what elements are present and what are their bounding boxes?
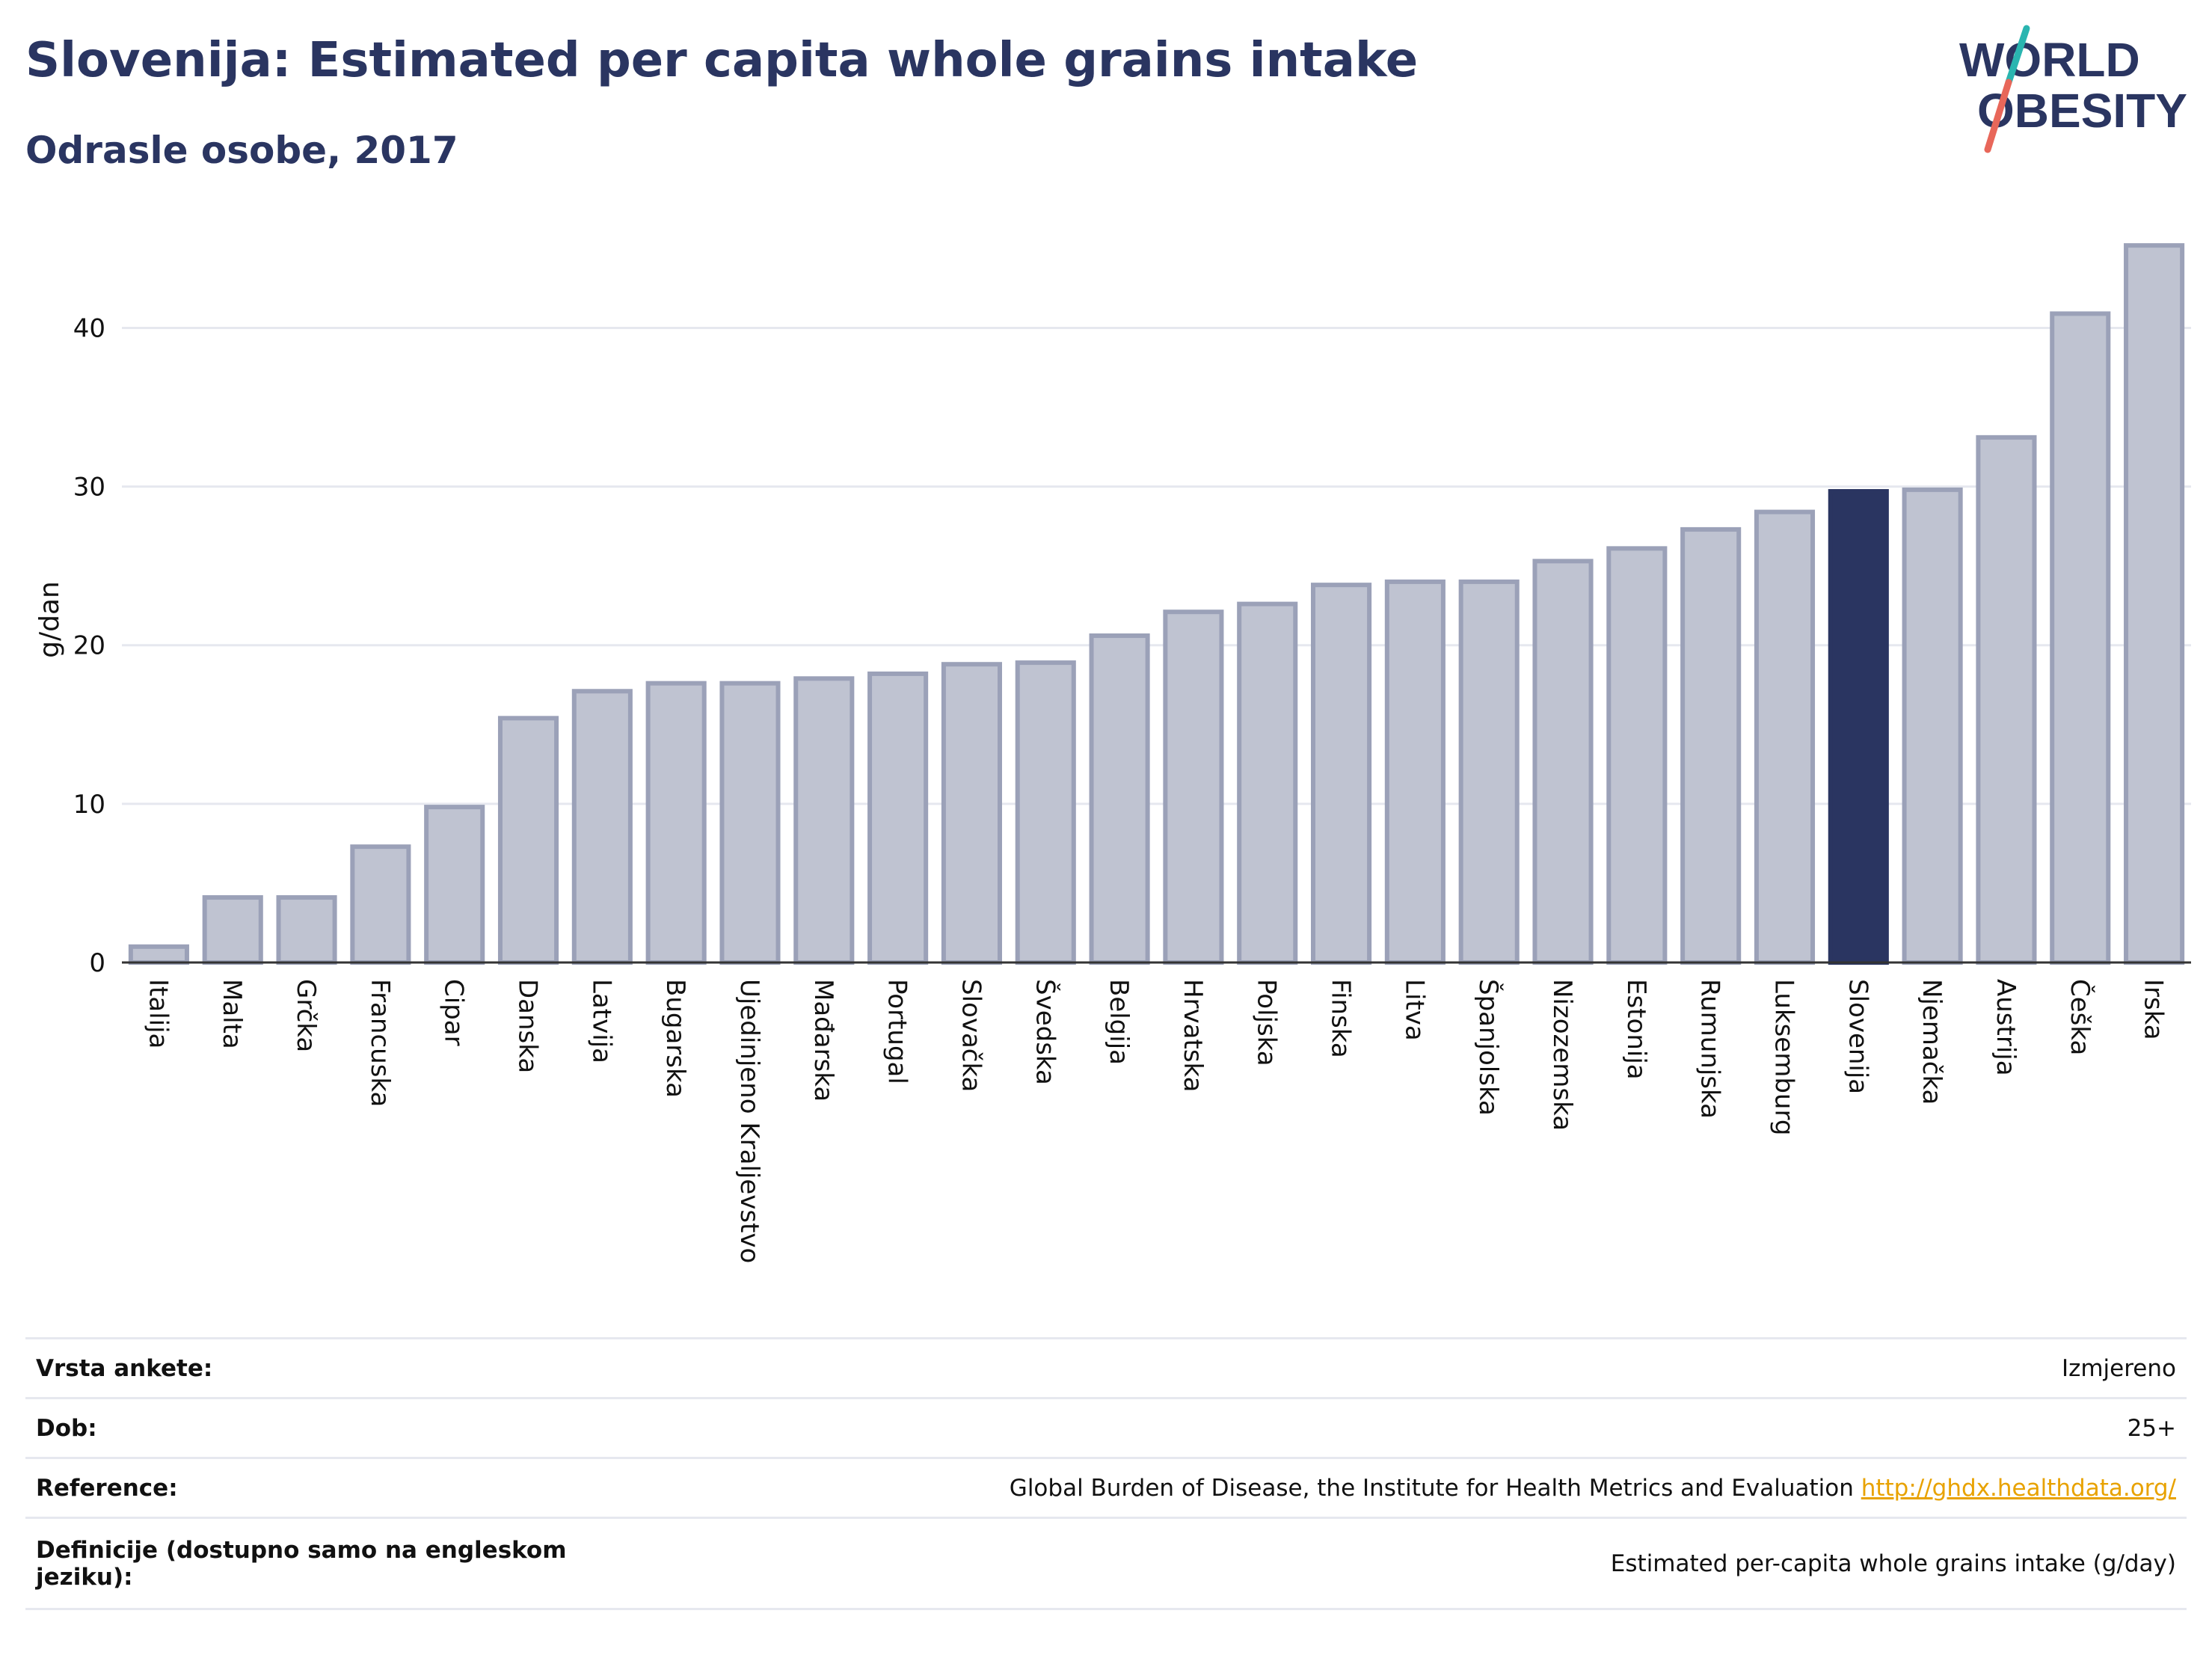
bar-rumunjska	[1680, 526, 1742, 965]
bar-chart: 0 10 20 30 40 Italija Malta Grčka Francuska Cipa…	[34, 243, 2191, 1263]
bar-ujedinjeno-kraljevstvo	[719, 681, 781, 965]
x-tick-label: Francuska	[365, 979, 395, 1107]
bar-slovenija	[1828, 488, 1889, 965]
x-tick-label: Hrvatska	[1178, 979, 1208, 1092]
bar-malta	[202, 895, 263, 965]
bar-hrvatska	[1163, 610, 1224, 965]
bar-mađarska	[793, 676, 855, 965]
bar-italija	[128, 944, 189, 965]
bar-austrija	[1976, 435, 2037, 965]
bar-češka	[2050, 311, 2111, 965]
world-obesity-logo: WORLD OBESITY	[1959, 25, 2187, 153]
bar-danska	[497, 716, 559, 965]
y-axis-ticks: 0 10 20 30 40	[73, 313, 105, 978]
info-value: Izmjereno	[585, 1339, 2187, 1398]
x-tick-label: Rumunjska	[1695, 979, 1725, 1119]
x-tick-label: Španjolska	[1473, 979, 1504, 1116]
x-tick-label: Ujedinjeno Kraljevstvo	[734, 979, 764, 1263]
y-axis-title: g/dan	[34, 581, 65, 658]
x-tick-label: Irska	[2139, 979, 2169, 1040]
x-tick-label: Austrija	[1991, 979, 2021, 1076]
bar-grčka	[276, 895, 337, 965]
y-tick-label: 40	[73, 313, 105, 343]
bar-njemačka	[1902, 487, 1963, 965]
bar-cipar	[424, 805, 485, 965]
bar-nizozemska	[1532, 559, 1594, 965]
bar-švedska	[1015, 660, 1076, 965]
x-tick-label: Luksemburg	[1769, 979, 1798, 1135]
x-tick-label: Slovenija	[1843, 979, 1872, 1094]
info-key: Dob:	[36, 1414, 97, 1442]
bar-belgija	[1089, 633, 1150, 965]
y-tick-label: 30	[73, 473, 105, 503]
info-row: Dob: 25+	[25, 1398, 2187, 1458]
x-tick-label: Slovačka	[956, 979, 986, 1092]
info-value-text: Estimated per-capita whole grains intake…	[1610, 1550, 2176, 1577]
x-tick-label: Mađarska	[808, 979, 838, 1102]
x-tick-label: Belgija	[1104, 979, 1134, 1065]
x-tick-label: Finska	[1326, 979, 1356, 1058]
x-tick-label: Portugal	[882, 979, 912, 1084]
x-tick-label: Litva	[1399, 979, 1429, 1041]
bar-poljska	[1237, 601, 1298, 965]
info-row: Definicije (dostupno samo na engleskom j…	[25, 1517, 2187, 1609]
x-tick-label: Grčka	[291, 979, 321, 1052]
bar-litva	[1384, 579, 1446, 965]
bar-latvija	[571, 689, 633, 965]
x-tick-label: Njemačka	[1917, 979, 1947, 1105]
chart-subtitle: Odrasle osobe, 2017	[25, 129, 458, 172]
info-value-text: Global Burden of Disease, the Institute …	[1009, 1474, 1854, 1502]
info-row: Reference: Global Burden of Disease, the …	[25, 1458, 2187, 1518]
x-tick-label: Latvija	[586, 979, 616, 1063]
bar-luksemburg	[1754, 509, 1816, 965]
info-key: Definicije (dostupno samo na engleskom j…	[36, 1536, 567, 1591]
info-value: 25+	[585, 1398, 2187, 1458]
y-tick-label: 0	[89, 948, 105, 978]
info-value-text: Izmjereno	[2061, 1354, 2176, 1382]
x-tick-label: Cipar	[439, 979, 469, 1046]
x-tick-label: Bugarska	[660, 979, 690, 1098]
logo-line1: WORLD	[1959, 33, 2140, 87]
info-row: Vrsta ankete: Izmjereno	[25, 1338, 2187, 1398]
info-value-text: 25+	[2127, 1414, 2176, 1442]
bar-francuska	[350, 844, 411, 965]
bar-portugal	[867, 671, 929, 965]
bar-estonija	[1606, 546, 1668, 965]
info-key: Reference:	[36, 1474, 178, 1502]
x-tick-label: Poljska	[1252, 979, 1282, 1066]
reference-link[interactable]: http://ghdx.healthdata.org/	[1861, 1474, 2176, 1502]
y-tick-label: 10	[73, 790, 105, 820]
info-key: Vrsta ankete:	[36, 1354, 213, 1382]
chart-title: Slovenija: Estimated per capita whole gr…	[25, 33, 1419, 88]
x-tick-label: Estonija	[1621, 979, 1651, 1080]
bars	[128, 243, 2185, 965]
bar-finska	[1311, 583, 1372, 965]
x-tick-label: Malta	[217, 979, 247, 1049]
x-tick-label: Danska	[513, 979, 543, 1073]
x-tick-label: Italija	[143, 979, 173, 1048]
x-tick-label: Švedska	[1030, 979, 1060, 1085]
bar-španjolska	[1458, 579, 1520, 965]
info-value: Estimated per-capita whole grains intake…	[585, 1518, 2187, 1609]
info-value: Global Burden of Disease, the Institute …	[585, 1458, 2187, 1518]
x-tick-label: Češka	[2065, 979, 2095, 1055]
x-tick-label: Nizozemska	[1547, 979, 1577, 1131]
x-axis-labels: Italija Malta Grčka Francuska Cipar Danska Lat…	[143, 979, 2168, 1263]
y-tick-label: 20	[73, 631, 105, 661]
info-table: Vrsta ankete: Izmjereno Dob: 25+ Reference: G…	[25, 1337, 2187, 1610]
bar-irska	[2124, 243, 2185, 965]
bar-slovačka	[941, 662, 1002, 965]
logo-line2: OBESITY	[1977, 84, 2187, 138]
bar-bugarska	[645, 681, 707, 965]
